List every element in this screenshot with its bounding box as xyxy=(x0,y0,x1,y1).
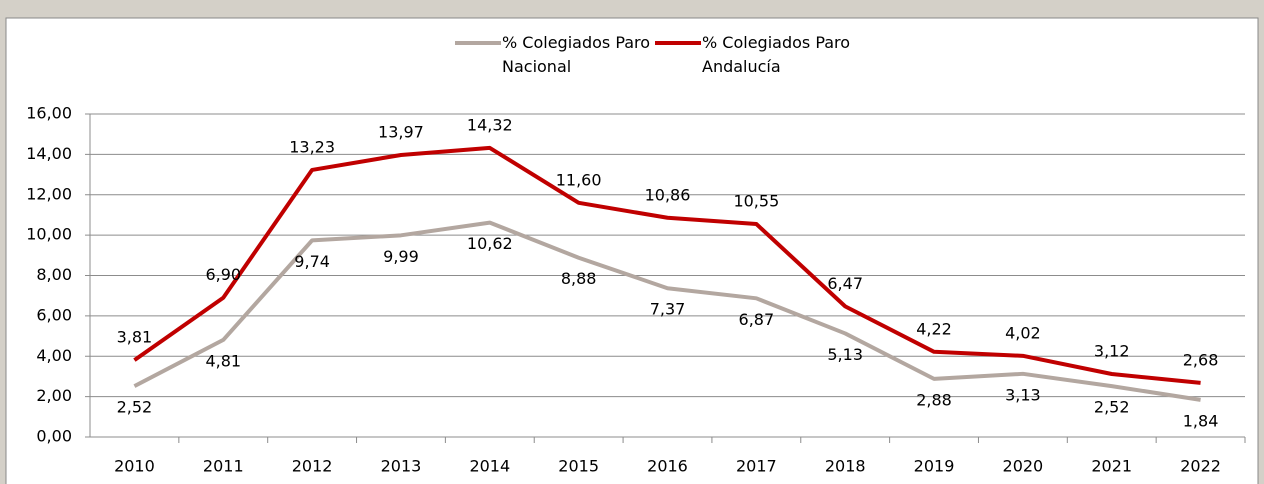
data-label: 13,97 xyxy=(378,122,424,141)
data-label: 2,52 xyxy=(1094,398,1130,417)
x-tick-label: 2021 xyxy=(1091,457,1132,476)
x-tick-label: 2013 xyxy=(381,457,422,476)
series-line xyxy=(133,145,1201,385)
x-tick-label: 2019 xyxy=(914,457,955,476)
y-tick-label: 8,00 xyxy=(36,265,72,284)
data-label: 10,55 xyxy=(733,192,779,211)
data-label: 9,74 xyxy=(294,252,330,271)
data-label: 10,86 xyxy=(645,185,691,204)
y-tick-label: 10,00 xyxy=(26,225,72,244)
x-tick-label: 2011 xyxy=(203,457,244,476)
legend-swatch xyxy=(455,41,501,45)
x-tick-label: 2018 xyxy=(825,457,866,476)
x-tick-label: 2020 xyxy=(1003,457,1044,476)
legend-label: % Colegiados Paro Andalucía xyxy=(702,33,851,76)
data-label: 3,12 xyxy=(1094,342,1130,361)
x-tick-label: 2010 xyxy=(114,457,155,476)
data-label: 2,52 xyxy=(117,398,153,417)
legend-swatch xyxy=(655,41,701,45)
y-tick-label: 12,00 xyxy=(26,184,72,203)
x-tick-label: 2012 xyxy=(292,457,333,476)
data-label: 10,62 xyxy=(467,234,513,253)
data-label: 4,22 xyxy=(916,319,952,338)
y-tick-label: 6,00 xyxy=(36,305,72,324)
data-label: 6,87 xyxy=(739,310,775,329)
y-tick-label: 16,00 xyxy=(26,104,72,123)
y-tick-label: 0,00 xyxy=(36,427,72,446)
data-label: 5,13 xyxy=(827,345,863,364)
y-tick-label: 4,00 xyxy=(36,346,72,365)
data-label: 13,23 xyxy=(289,137,335,156)
legend-label: % Colegiados Paro Nacional xyxy=(502,33,651,76)
x-tick-label: 2017 xyxy=(736,457,777,476)
data-label: 1,84 xyxy=(1183,411,1219,430)
y-tick-label: 14,00 xyxy=(26,144,72,163)
data-label: 4,81 xyxy=(205,351,241,370)
data-label: 2,88 xyxy=(916,390,952,409)
data-label: 3,81 xyxy=(117,328,153,347)
data-label: 2,68 xyxy=(1183,350,1219,369)
x-tick-label: 2016 xyxy=(647,457,688,476)
series-line xyxy=(133,220,1201,402)
x-tick-label: 2014 xyxy=(469,457,510,476)
data-label: 6,47 xyxy=(827,274,863,293)
data-label: 14,32 xyxy=(467,115,513,134)
data-label: 4,02 xyxy=(1005,323,1041,342)
data-label: 7,37 xyxy=(650,300,686,319)
data-label: 6,90 xyxy=(205,265,241,284)
x-tick-label: 2015 xyxy=(558,457,599,476)
y-tick-label: 2,00 xyxy=(36,386,72,405)
data-label: 11,60 xyxy=(556,170,602,189)
data-label: 3,13 xyxy=(1005,385,1041,404)
chart-panel xyxy=(5,17,1259,484)
data-label: 8,88 xyxy=(561,269,597,288)
data-label: 9,99 xyxy=(383,247,419,266)
x-tick-label: 2022 xyxy=(1180,457,1221,476)
